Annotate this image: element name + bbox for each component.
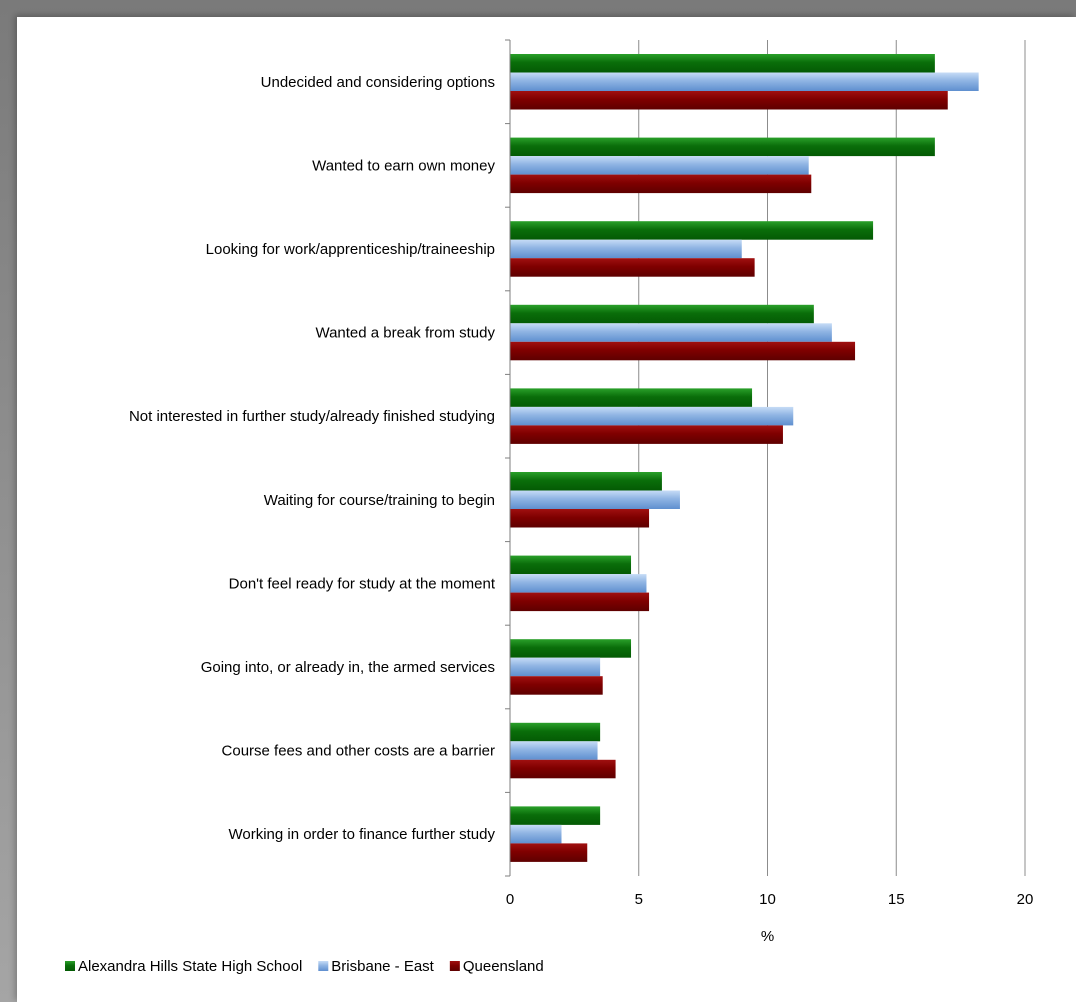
legend-swatch [449,961,460,971]
bar [510,676,603,695]
bar [510,555,632,575]
bar [510,425,783,444]
x-tick-label: 10 [759,891,776,908]
bar [510,657,601,677]
bar [510,137,935,157]
bar [510,54,935,73]
bar [510,72,979,91]
bar [510,490,680,509]
bar [510,806,601,825]
category-label: Going into, or already in, the armed ser… [201,659,495,676]
bar [510,174,812,194]
x-tick-label: 5 [635,891,643,908]
bar [510,843,588,862]
bar [510,639,632,658]
legend-swatch [318,961,329,971]
bar [510,574,647,593]
x-tick-label: 15 [888,891,905,908]
bar [510,722,601,742]
legend-label: Brisbane - East [331,958,434,975]
bar [510,239,742,259]
x-tick-label: 20 [1017,891,1034,908]
legend-label: Queensland [463,958,544,975]
bar [510,156,809,175]
bar [510,388,753,407]
bar [510,741,598,760]
category-label: Wanted to earn own money [312,157,495,174]
bar [510,406,794,426]
category-label: Course fees and other costs are a barrie… [222,743,495,760]
bar [510,221,874,240]
legend-label: Alexandra Hills State High School [78,958,302,975]
bar [510,323,832,342]
category-label: Working in order to finance further stud… [228,826,495,843]
category-label: Wanted a break from study [315,325,495,342]
bar-chart: Undecided and considering options Wanted … [65,39,1034,975]
bar [510,341,856,361]
x-tick-label: 0 [506,891,514,908]
category-label: Don't feel ready for study at the moment [229,575,496,592]
bar [510,472,662,491]
category-label: Undecided and considering options [261,74,495,91]
x-axis-title: % [761,928,774,945]
bar [510,824,562,844]
bar [510,509,650,528]
bar [510,759,616,779]
bar [510,592,650,612]
bar [510,304,814,324]
bar [510,258,755,277]
category-label: Looking for work/apprenticeship/trainees… [206,241,495,258]
category-label: Not interested in further study/already … [129,408,495,425]
legend-swatch [65,961,75,971]
bar [510,91,948,110]
category-label: Waiting for course/training to begin [264,492,495,509]
chart-panel: Undecided and considering options Wanted … [17,17,1076,1002]
